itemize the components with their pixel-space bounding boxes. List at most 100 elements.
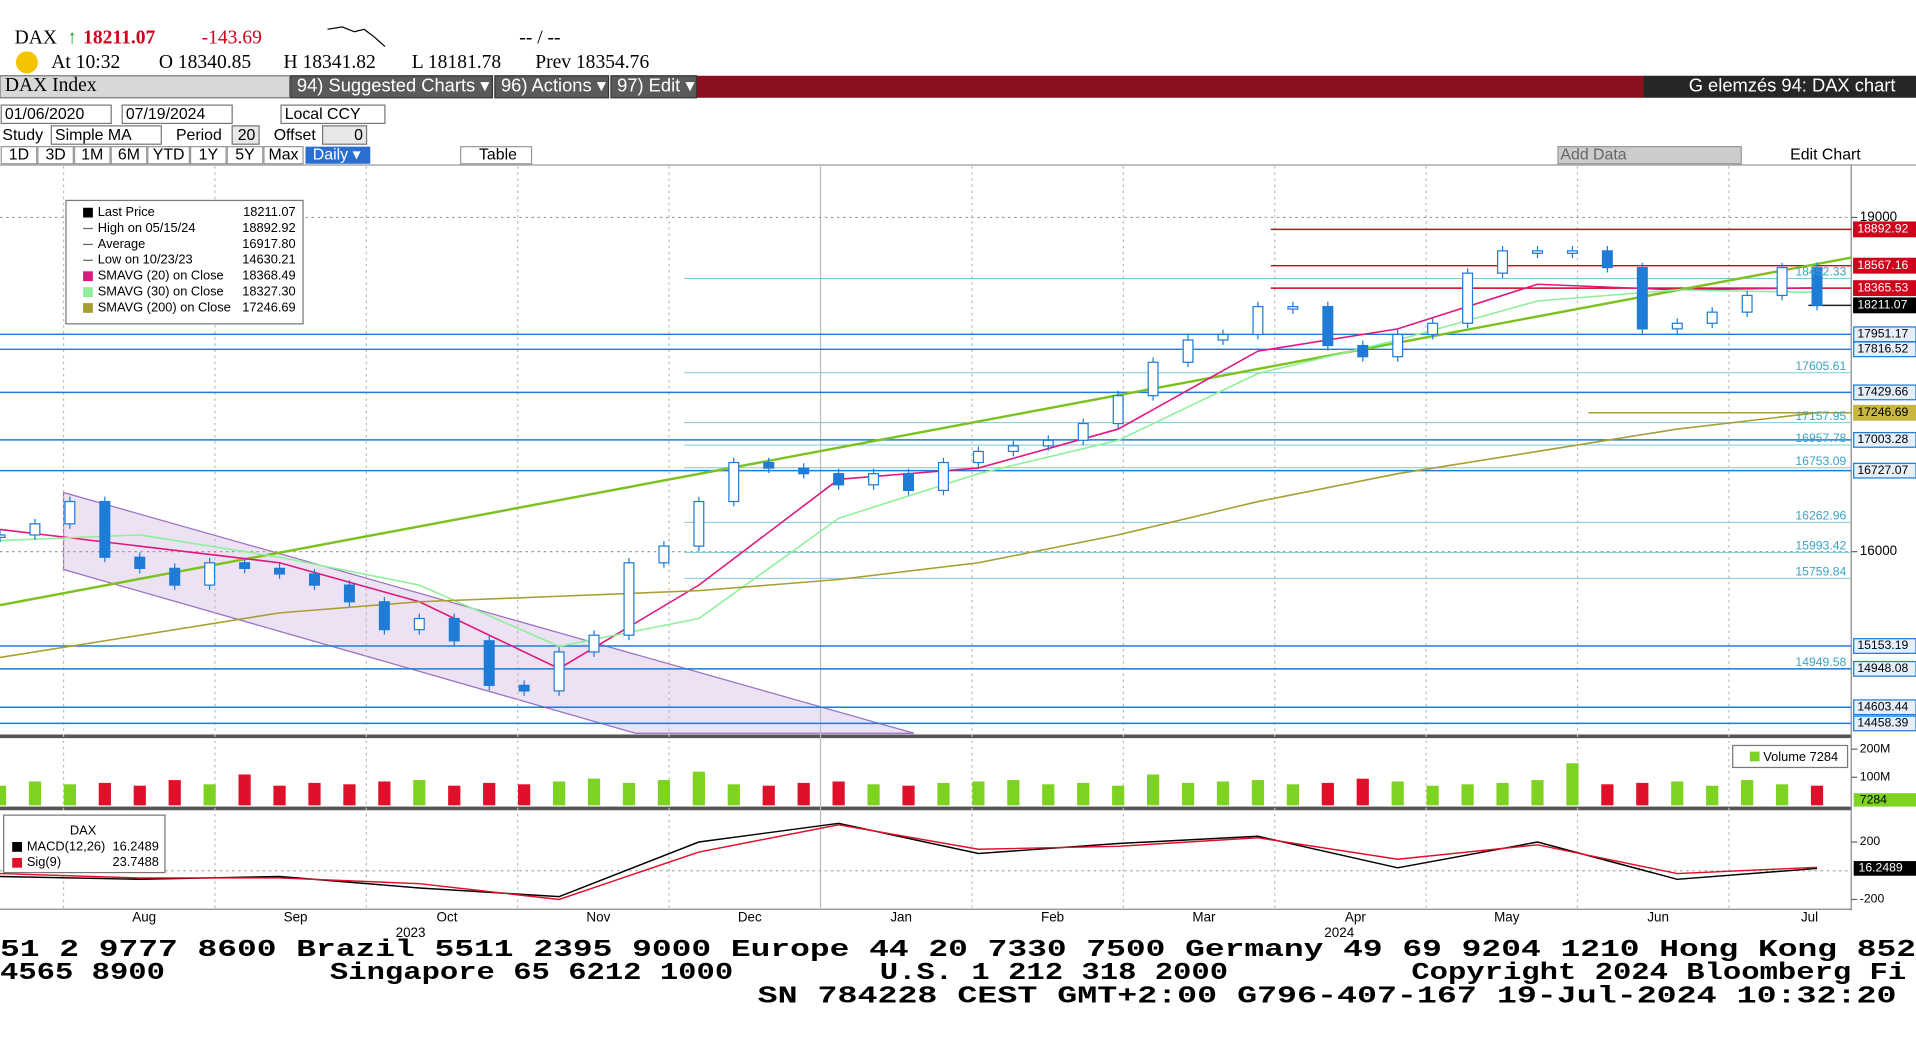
candle bbox=[274, 567, 286, 575]
level-label: 14948.08 bbox=[1857, 661, 1908, 675]
legend-value: 16917.80 bbox=[242, 236, 296, 251]
period-label: Period bbox=[176, 127, 222, 144]
table: Table bbox=[479, 146, 517, 163]
level-tag bbox=[1853, 699, 1916, 716]
legend-label: SMAVG (20) on Close bbox=[98, 268, 224, 283]
level-label: 18452.33 bbox=[1795, 265, 1846, 279]
start-date: 01/06/2020 bbox=[5, 106, 85, 123]
end-date-field[interactable] bbox=[121, 104, 233, 125]
x-tick-label: Nov bbox=[586, 909, 610, 924]
candle bbox=[1531, 250, 1543, 254]
range-label: Max bbox=[268, 146, 298, 163]
add-data-field[interactable] bbox=[1557, 146, 1742, 165]
currency-field[interactable] bbox=[280, 104, 386, 125]
moving-average bbox=[0, 412, 1818, 659]
volume-bar bbox=[1077, 782, 1090, 806]
x-tick-label: Mar bbox=[1192, 909, 1216, 924]
volume-bar bbox=[692, 771, 705, 806]
level-label: 17605.61 bbox=[1795, 359, 1846, 373]
legend-label: MACD(12,26) bbox=[27, 838, 105, 853]
volume-bar bbox=[1496, 782, 1509, 806]
range-button[interactable] bbox=[226, 146, 264, 165]
candle bbox=[1497, 250, 1509, 274]
candle bbox=[1427, 322, 1439, 336]
level-label: 18892.92 bbox=[1857, 222, 1908, 236]
range-button[interactable] bbox=[37, 146, 74, 165]
volume-bar bbox=[902, 785, 915, 806]
edit-chart[interactable]: Edit Chart bbox=[1790, 146, 1861, 163]
security: DAX Index bbox=[5, 75, 97, 96]
level-label: 14458.39 bbox=[1857, 716, 1908, 730]
x-tick-label: Aug bbox=[132, 909, 156, 924]
trendline bbox=[0, 256, 1852, 607]
candle bbox=[239, 562, 251, 569]
legend-label: High on 05/15/24 bbox=[98, 220, 196, 235]
legend-swatch bbox=[83, 271, 93, 282]
range-button[interactable] bbox=[73, 146, 111, 165]
range-label: YTD bbox=[153, 146, 185, 163]
volume-bar bbox=[343, 784, 356, 806]
range-button[interactable] bbox=[190, 146, 227, 165]
study-field[interactable] bbox=[50, 125, 162, 145]
ticker: DAX bbox=[15, 28, 57, 49]
last-price: 18211.07 bbox=[83, 28, 155, 49]
level-tag bbox=[1853, 221, 1916, 238]
level-tag bbox=[1853, 384, 1916, 401]
candle bbox=[1462, 272, 1474, 324]
volume-bar bbox=[727, 784, 740, 806]
volume-bar bbox=[587, 778, 601, 806]
candle bbox=[798, 467, 810, 475]
menu-button[interactable] bbox=[290, 75, 494, 99]
range-label: 1M bbox=[81, 146, 103, 163]
volume-bar bbox=[203, 784, 216, 806]
candle bbox=[1287, 305, 1299, 310]
candle bbox=[1357, 344, 1369, 358]
legend-label: Last Price bbox=[98, 204, 155, 219]
macd-line bbox=[0, 824, 1818, 901]
range-label: 3D bbox=[45, 146, 65, 163]
volume-bar bbox=[413, 780, 426, 806]
x-tick-label: Jul bbox=[1801, 909, 1818, 924]
table-button[interactable] bbox=[460, 146, 533, 165]
x-tick-label: Sep bbox=[284, 909, 308, 924]
volume-bar bbox=[1042, 784, 1055, 806]
frequency-button[interactable] bbox=[305, 146, 371, 164]
menu-button[interactable] bbox=[610, 75, 698, 99]
range-button[interactable] bbox=[147, 146, 191, 165]
volume-bar bbox=[937, 782, 950, 806]
range-button[interactable] bbox=[110, 146, 148, 165]
candle bbox=[972, 450, 984, 464]
level-tag bbox=[1853, 280, 1916, 297]
candle bbox=[588, 634, 600, 653]
candle bbox=[658, 545, 670, 564]
volume-bar bbox=[378, 781, 391, 806]
candle bbox=[204, 562, 216, 586]
range-button[interactable] bbox=[0, 146, 38, 165]
level-tag bbox=[1853, 404, 1916, 421]
volume-bar bbox=[657, 780, 671, 806]
range-button[interactable] bbox=[263, 146, 304, 165]
candle bbox=[903, 473, 915, 492]
candle bbox=[1217, 333, 1229, 341]
add-data: Add Data bbox=[1560, 146, 1626, 163]
volume-bar bbox=[1321, 782, 1334, 806]
security-field[interactable] bbox=[0, 75, 291, 99]
candle bbox=[134, 556, 146, 569]
period-field[interactable] bbox=[231, 125, 260, 145]
candle bbox=[1042, 439, 1054, 447]
candle bbox=[763, 461, 775, 469]
volume-bar bbox=[273, 785, 286, 806]
menu-button[interactable] bbox=[494, 75, 610, 99]
offset-field[interactable] bbox=[321, 125, 368, 145]
candle bbox=[1741, 294, 1753, 313]
offset-label: Offset bbox=[274, 127, 317, 144]
x-tick-label: Feb bbox=[1041, 909, 1064, 924]
volume-bar bbox=[1356, 778, 1369, 806]
menu-label: 96) Actions ▾ bbox=[501, 75, 606, 96]
candle bbox=[483, 640, 495, 686]
start-date-field[interactable] bbox=[0, 104, 112, 125]
volume-bar bbox=[483, 782, 496, 806]
level-tag bbox=[1853, 257, 1916, 274]
candle bbox=[343, 584, 355, 603]
